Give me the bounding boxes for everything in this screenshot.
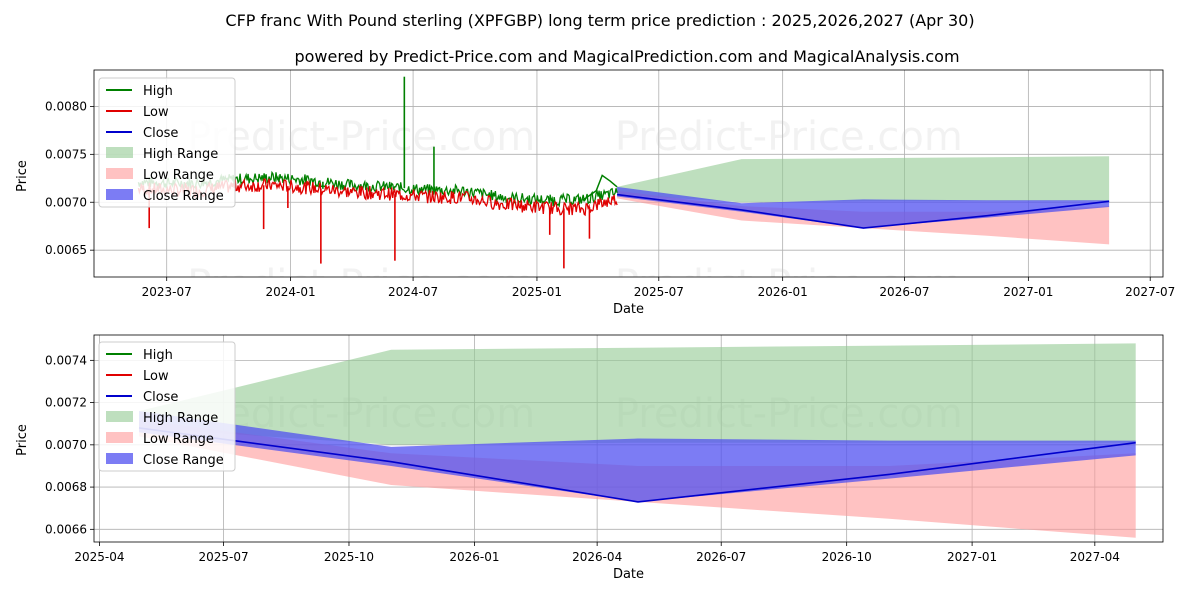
x-tick-label: 2023-07 (142, 285, 192, 299)
y-tick-label: 0.0072 (45, 396, 87, 410)
watermark-text: Predict-Price.com (187, 539, 535, 585)
watermark: Predict-Price.com Predict-Price.com Predic… (187, 114, 963, 308)
y-tick-label: 0.0074 (45, 353, 87, 367)
x-tick-label: 2027-04 (1070, 550, 1120, 564)
legend-swatch (106, 147, 133, 158)
x-axis-label: Date (613, 567, 644, 582)
legend-label: High Range (143, 411, 218, 426)
plot-area (138, 343, 1136, 538)
legend-swatch (106, 168, 133, 179)
chart-subtitle: powered by Predict-Price.com and Magical… (294, 47, 959, 66)
y-tick-label: 0.0070 (45, 438, 87, 452)
legend-label: Low Range (143, 168, 214, 183)
top-panel: 2023-07 2024-01 2024-07 2025-01 2025-07 2026-… (15, 69, 1175, 317)
legend-label: High (143, 348, 173, 363)
legend-label: Low (143, 369, 169, 384)
x-tick-label: 2026-04 (572, 550, 622, 564)
close-range-band (617, 186, 1110, 229)
legend-label: Close Range (143, 189, 224, 204)
x-axis-label: Date (613, 302, 644, 317)
y-tick-label: 0.0075 (45, 147, 87, 161)
legend: High Low Close High Range Low Range Close Ran… (98, 341, 236, 472)
watermark-text: Predict-Price.com (187, 262, 535, 308)
watermark-text: Predict-Price.com (615, 262, 963, 308)
high-range-band (139, 343, 1136, 445)
high-range-band (617, 156, 1110, 203)
x-tick-label: 2027-01 (1003, 285, 1053, 299)
legend-label: High Range (143, 147, 218, 162)
x-tick-label: 2025-10 (324, 550, 374, 564)
close-range-band (139, 411, 1136, 502)
x-tick-label: 2024-07 (388, 285, 438, 299)
x-tick-label: 2026-01 (758, 285, 808, 299)
legend-swatch (106, 453, 133, 464)
y-axis-label: Price (15, 424, 30, 456)
y-tick-label: 0.0068 (45, 480, 87, 494)
legend-label: High (143, 84, 173, 99)
legend-label: Close Range (143, 453, 224, 468)
plot-frame (93, 334, 1164, 543)
y-tick-label: 0.0065 (45, 243, 87, 257)
watermark-text: Predict-Price.com (615, 114, 963, 160)
x-tick-label: 2025-01 (512, 285, 562, 299)
x-tick-label: 2025-07 (198, 550, 248, 564)
y-tick-label: 0.0080 (45, 99, 87, 113)
x-tick-label: 2026-07 (879, 285, 929, 299)
y-tick-label: 0.0070 (45, 195, 87, 209)
close-line (138, 427, 1136, 503)
bottom-panel: 2025-04 2025-07 2025-10 2026-01 2026-04 2026-… (15, 334, 1164, 585)
legend: High Low Close High Range Low Range Close Ran… (98, 77, 236, 208)
legend-label: Close (143, 126, 178, 141)
plot-area (137, 76, 1110, 269)
x-tick-label: 2027-01 (947, 550, 997, 564)
chart-title: CFP franc With Pound sterling (XPFGBP) l… (225, 11, 974, 30)
y-axis-label: Price (15, 160, 30, 192)
legend-label: Close (143, 390, 178, 405)
legend-swatch (106, 432, 133, 443)
legend-swatch (106, 189, 133, 200)
high-line-end (582, 174, 618, 201)
x-tick-label: 2024-01 (265, 285, 315, 299)
x-tick-label: 2027-07 (1125, 285, 1175, 299)
x-tick-label: 2025-07 (634, 285, 684, 299)
x-tick-label: 2025-04 (74, 550, 124, 564)
legend-swatch (106, 411, 133, 422)
y-tick-label: 0.0066 (45, 522, 87, 536)
x-tick-label: 2026-10 (822, 550, 872, 564)
watermark-text: Predict-Price.com (615, 539, 963, 585)
close-line (617, 193, 1110, 229)
x-tick-label: 2026-01 (449, 550, 499, 564)
legend-label: Low (143, 105, 169, 120)
x-tick-label: 2026-07 (696, 550, 746, 564)
plot-frame (93, 69, 1164, 278)
legend-label: Low Range (143, 432, 214, 447)
watermark-text: Predict-Price.com (187, 114, 535, 160)
